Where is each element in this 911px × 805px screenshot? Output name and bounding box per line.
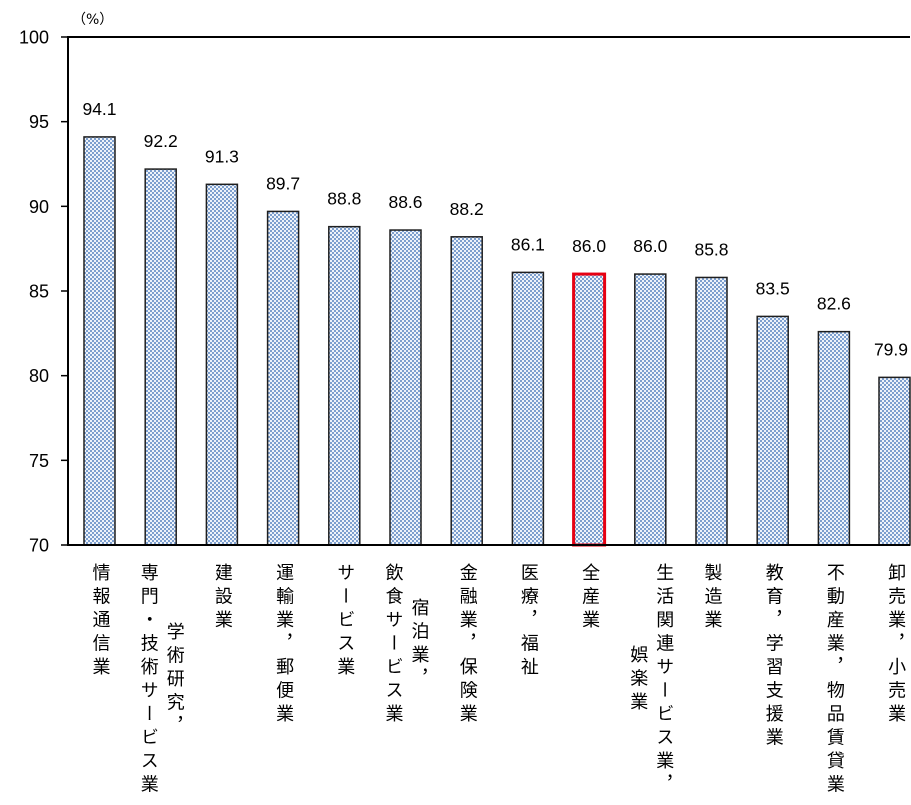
- x-tick-label: 建設業: [211, 563, 233, 634]
- x-tick-label: 金融業，保険業: [456, 563, 478, 728]
- y-tick-label: 70: [29, 536, 49, 556]
- bar: [878, 376, 911, 546]
- data-label: 88.6: [388, 192, 422, 212]
- x-tick-label: 製造業: [701, 563, 723, 634]
- data-label: 83.5: [756, 278, 790, 298]
- x-tick-label: 学術研究， 専門・技術サービス業: [137, 563, 185, 798]
- bar: [389, 229, 422, 546]
- data-label: 86.1: [511, 234, 545, 254]
- data-label: 79.9: [874, 339, 908, 359]
- bar: [817, 330, 851, 546]
- x-tick-label: 全産業: [579, 563, 601, 634]
- bar: [450, 236, 483, 546]
- bar: [695, 276, 728, 546]
- data-labels-group: 94.1 92.2 91.3 89.7 88.8 88.6 88.2 86.1 86.0 86.0…: [82, 99, 908, 359]
- y-tick-label: 75: [29, 451, 49, 471]
- y-tick-label: 100: [19, 28, 49, 48]
- data-label: 86.0: [633, 236, 667, 256]
- data-label: 94.1: [82, 99, 116, 119]
- data-label: 88.2: [450, 199, 484, 219]
- data-label: 88.8: [327, 189, 361, 209]
- y-tick-label: 85: [29, 282, 49, 302]
- bar-highlighted: [572, 272, 607, 547]
- y-tick-label: 90: [29, 197, 49, 217]
- y-tick-label: 80: [29, 366, 49, 386]
- x-tick-label: サービス業: [334, 563, 356, 681]
- x-tick-label: 生活関連サービス業， 娯楽業: [627, 563, 675, 798]
- x-tick-label: 教育，学習支援業: [762, 563, 784, 751]
- bar: [205, 183, 239, 546]
- data-label: 91.3: [205, 146, 239, 166]
- data-label: 86.0: [572, 236, 606, 256]
- y-axis-ticks: 70 75 80 85 90 95 100: [19, 28, 68, 556]
- y-axis-unit-label: （%）: [72, 12, 113, 28]
- y-tick-label: 95: [29, 112, 49, 132]
- data-label: 82.6: [817, 294, 851, 314]
- x-tick-label: 運輸業，郵便業: [273, 563, 295, 728]
- bar: [266, 210, 300, 546]
- data-label: 89.7: [266, 173, 300, 193]
- bars-group: [83, 136, 911, 547]
- x-tick-label: 不動産業，物品賃貸業: [823, 563, 845, 798]
- x-tick-label: 卸売業，小売業: [885, 563, 907, 728]
- x-tick-label: 情報通信業: [89, 563, 111, 681]
- data-label: 92.2: [144, 131, 178, 151]
- x-tick-label: 医療，福祉: [517, 563, 539, 681]
- x-tick-label: 宿泊業， 飲食サービス業: [382, 563, 430, 728]
- data-label: 85.8: [694, 239, 728, 259]
- bar: [511, 271, 545, 546]
- bar: [83, 136, 116, 546]
